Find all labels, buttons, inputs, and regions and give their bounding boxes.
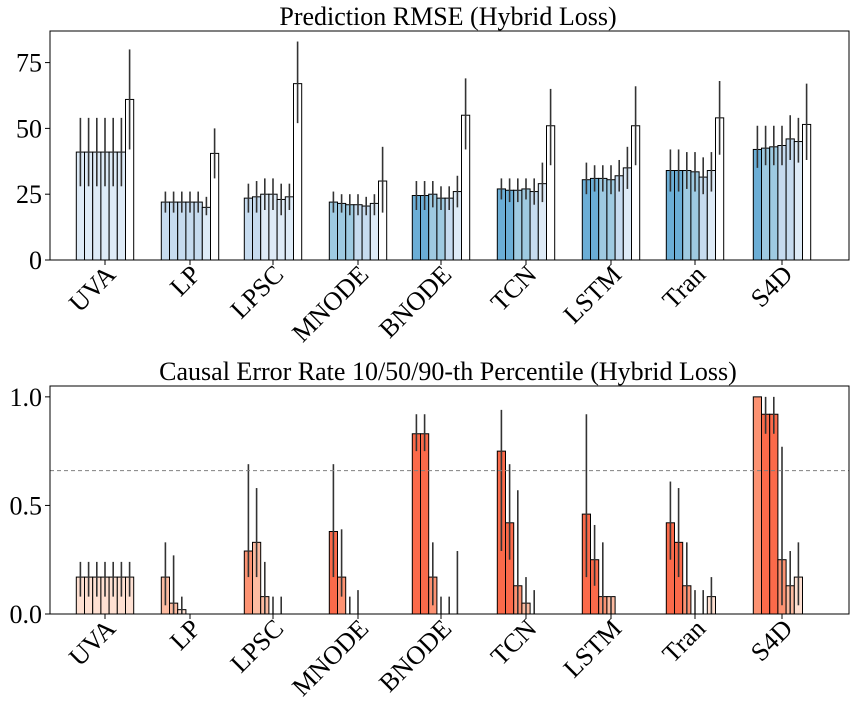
x-tick-label-uva: UVA [63,614,121,672]
bar-bnode-0 [411,433,421,615]
bar-s4d-2 [769,413,779,615]
x-tick-label-bnode: BNODE [373,260,457,344]
x-tick-label-s4d: S4D [745,614,798,667]
y-tick-label: 0.5 [10,491,43,520]
y-tick-label: 75 [16,49,42,78]
bar-s4d-1 [761,413,771,615]
x-tick-label-tran: Tran [657,614,712,669]
y-tick-label: 50 [16,114,42,143]
rmse-y-axis: 0 25 50 75 [16,49,50,275]
x-tick-label-mnode: MNODE [286,614,374,702]
x-tick-label-lp: LP [164,260,206,302]
bar-s4d-0 [752,396,762,615]
x-tick-label-lpsc: LPSC [225,260,289,324]
x-tick-label-lp: LP [164,614,206,656]
causal-error-bars [75,396,803,615]
causal-error-panel: Causal Error Rate 10/50/90-th Percentile… [10,357,850,702]
rmse-title: Prediction RMSE (Hybrid Loss) [279,2,616,31]
x-tick-label-tcn: TCN [485,614,542,671]
y-tick-label: 1.0 [10,383,43,412]
x-tick-label-tran: Tran [657,260,712,315]
y-tick-label: 0.0 [10,600,43,629]
x-tick-label-bnode: BNODE [373,614,457,698]
x-tick-label-lpsc: LPSC [225,614,289,678]
bar-tcn-3 [521,188,531,261]
bar-tcn-0 [496,188,506,261]
rmse-axes-frame [49,30,850,261]
x-tick-label-lstm: LSTM [558,260,628,330]
x-tick-label-uva: UVA [63,260,121,318]
bar-lp-5 [201,206,212,261]
y-tick-label: 25 [16,180,42,209]
x-tick-label-s4d: S4D [745,260,798,313]
causal-error-axes-frame [49,385,850,615]
causal-error-title: Causal Error Rate 10/50/90-th Percentile… [159,357,737,386]
y-tick-label: 0 [29,246,42,275]
bar-bnode-1 [420,433,430,615]
x-tick-label-tcn: TCN [485,260,542,317]
rmse-bars [75,41,812,261]
causal-error-y-axis: 0.0 0.5 1.0 [10,383,50,629]
x-tick-label-lstm: LSTM [558,614,628,684]
rmse-panel: Prediction RMSE (Hybrid Loss) 0 25 50 75 UV… [16,2,850,348]
x-tick-label-mnode: MNODE [286,260,374,348]
